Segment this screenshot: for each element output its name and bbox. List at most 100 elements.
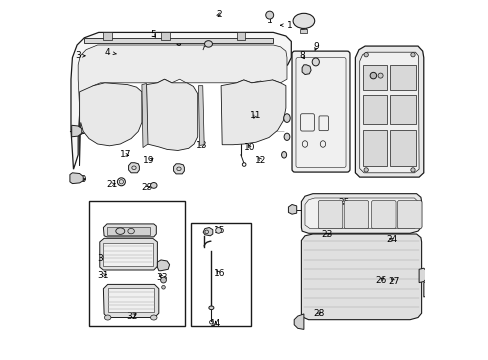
Text: 17: 17 <box>120 150 131 159</box>
Ellipse shape <box>410 168 414 172</box>
Text: 33: 33 <box>156 273 168 282</box>
Text: 10: 10 <box>244 143 255 152</box>
Ellipse shape <box>284 133 289 140</box>
Ellipse shape <box>204 41 212 47</box>
Polygon shape <box>78 45 286 166</box>
Text: 19: 19 <box>143 156 155 165</box>
Text: 7: 7 <box>299 22 305 31</box>
Polygon shape <box>294 314 303 329</box>
Text: 14: 14 <box>209 320 221 328</box>
Polygon shape <box>302 65 310 75</box>
Ellipse shape <box>116 228 124 234</box>
Polygon shape <box>288 204 296 214</box>
Text: 28: 28 <box>312 309 324 318</box>
FancyBboxPatch shape <box>397 201 421 229</box>
Bar <box>300 29 307 33</box>
Ellipse shape <box>363 168 367 172</box>
Ellipse shape <box>369 72 376 79</box>
Polygon shape <box>418 268 426 283</box>
Polygon shape <box>103 224 156 237</box>
Bar <box>191 223 250 326</box>
FancyBboxPatch shape <box>344 201 368 229</box>
Text: 8: 8 <box>299 51 305 60</box>
FancyBboxPatch shape <box>291 51 349 172</box>
Text: 11: 11 <box>249 111 261 120</box>
Text: 27: 27 <box>387 277 399 286</box>
Text: 1: 1 <box>280 21 292 30</box>
Text: 20: 20 <box>75 175 86 184</box>
Polygon shape <box>423 282 429 297</box>
Polygon shape <box>221 80 285 145</box>
Text: 13: 13 <box>195 141 206 150</box>
Polygon shape <box>84 38 273 43</box>
Bar <box>161 32 169 40</box>
Bar <box>89 201 185 326</box>
Text: 22: 22 <box>375 204 386 212</box>
Ellipse shape <box>150 315 157 320</box>
Text: 23: 23 <box>321 230 332 239</box>
Text: 30: 30 <box>98 254 109 263</box>
Polygon shape <box>100 238 157 270</box>
Bar <box>236 32 244 40</box>
Text: 15: 15 <box>213 226 224 235</box>
Ellipse shape <box>215 228 221 233</box>
Text: 18: 18 <box>69 129 84 138</box>
Ellipse shape <box>283 114 289 122</box>
Text: 9: 9 <box>313 42 319 51</box>
Text: 29: 29 <box>141 184 152 192</box>
Polygon shape <box>301 234 421 320</box>
Polygon shape <box>70 173 83 184</box>
Polygon shape <box>103 284 159 318</box>
Text: 32: 32 <box>126 311 138 320</box>
Bar <box>103 243 153 266</box>
Polygon shape <box>305 198 417 229</box>
Polygon shape <box>173 164 184 174</box>
Ellipse shape <box>162 285 165 289</box>
Polygon shape <box>157 260 169 271</box>
Bar <box>363 95 386 124</box>
Text: 3: 3 <box>75 51 85 60</box>
Bar <box>107 227 150 235</box>
Polygon shape <box>359 52 418 173</box>
Ellipse shape <box>104 315 111 320</box>
Bar <box>103 32 112 40</box>
Bar <box>107 288 154 312</box>
Polygon shape <box>128 163 139 173</box>
Text: 12: 12 <box>254 156 266 165</box>
Ellipse shape <box>410 53 414 57</box>
Polygon shape <box>203 228 212 236</box>
Ellipse shape <box>208 306 213 310</box>
Text: 25: 25 <box>338 198 349 207</box>
Polygon shape <box>146 79 197 150</box>
Text: 16: 16 <box>213 269 224 278</box>
Text: 31: 31 <box>98 271 109 279</box>
Bar <box>389 95 415 124</box>
Text: 24: 24 <box>386 235 397 244</box>
Ellipse shape <box>377 73 382 78</box>
Polygon shape <box>301 194 421 233</box>
Ellipse shape <box>281 152 286 158</box>
Bar <box>363 130 386 166</box>
Text: 5: 5 <box>149 30 155 39</box>
Text: 21: 21 <box>106 180 118 189</box>
Ellipse shape <box>160 277 166 283</box>
Text: 34: 34 <box>372 71 383 80</box>
Polygon shape <box>142 84 148 148</box>
Polygon shape <box>355 46 423 177</box>
FancyBboxPatch shape <box>371 201 395 229</box>
Text: 4: 4 <box>104 48 116 57</box>
Polygon shape <box>72 125 81 137</box>
Ellipse shape <box>363 53 367 57</box>
Ellipse shape <box>292 13 314 28</box>
Text: 2: 2 <box>216 10 222 19</box>
Bar <box>389 130 415 166</box>
Polygon shape <box>198 86 204 145</box>
Ellipse shape <box>119 180 123 184</box>
Bar <box>389 65 415 90</box>
Polygon shape <box>71 32 291 169</box>
Ellipse shape <box>265 11 273 19</box>
Polygon shape <box>80 83 142 166</box>
FancyBboxPatch shape <box>318 201 342 229</box>
Text: 26: 26 <box>375 276 386 284</box>
Ellipse shape <box>150 183 157 188</box>
